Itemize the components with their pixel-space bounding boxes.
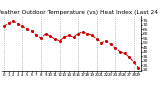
Title: Milwaukee Weather Outdoor Temperature (vs) Heat Index (Last 24 Hours): Milwaukee Weather Outdoor Temperature (v… [0, 10, 160, 15]
